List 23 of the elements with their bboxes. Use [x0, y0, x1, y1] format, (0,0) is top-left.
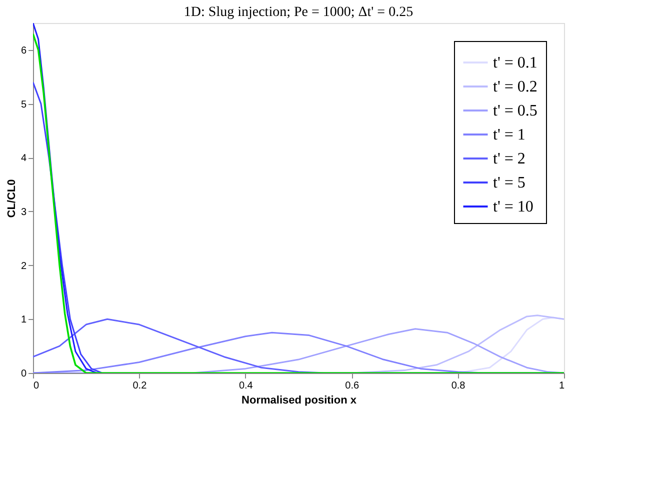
y-tick-label: 6 — [20, 45, 27, 56]
x-tick-label: 0.2 — [132, 380, 148, 392]
y-tick-label: 2 — [20, 260, 27, 272]
legend-label: t' = 1 — [493, 126, 526, 144]
legend-label: t' = 10 — [493, 198, 534, 216]
legend-label: t' = 0.5 — [493, 102, 538, 120]
y-tick-label: 5 — [20, 99, 27, 110]
legend-label: t' = 0.1 — [493, 54, 538, 72]
y-tick-label: 3 — [20, 206, 27, 218]
chart-title: 1D: Slug injection; Pe = 1000; Δt' = 0.25 — [184, 5, 414, 20]
legend-label: t' = 2 — [493, 150, 526, 168]
y-tick-label: 0 — [20, 368, 27, 380]
y-axis-title: CL/CL0 — [6, 179, 18, 218]
x-tick-label: 0.6 — [345, 380, 360, 392]
x-tick-label: 0.8 — [451, 380, 466, 392]
x-tick-label: 0.4 — [238, 380, 254, 392]
y-tick-label: 1 — [20, 314, 27, 326]
x-tick-label: 1 — [558, 380, 565, 392]
x-tick-label: 0 — [34, 380, 40, 392]
y-tick-label: 4 — [20, 153, 27, 164]
legend-label: t' = 0.2 — [493, 78, 538, 96]
legend-label: t' = 5 — [493, 174, 526, 192]
x-axis-title: Normalised position x — [242, 394, 358, 406]
